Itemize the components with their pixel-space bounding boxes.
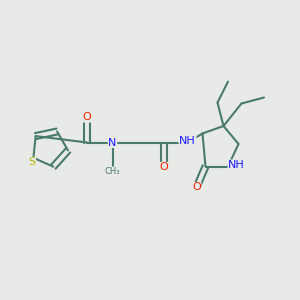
Text: O: O bbox=[192, 182, 201, 193]
Text: O: O bbox=[159, 162, 168, 172]
Text: O: O bbox=[82, 112, 91, 122]
Text: S: S bbox=[28, 157, 35, 167]
Text: CH₃: CH₃ bbox=[105, 167, 120, 176]
Text: N: N bbox=[108, 137, 117, 148]
Text: NH: NH bbox=[228, 160, 245, 170]
Text: NH: NH bbox=[179, 136, 196, 146]
